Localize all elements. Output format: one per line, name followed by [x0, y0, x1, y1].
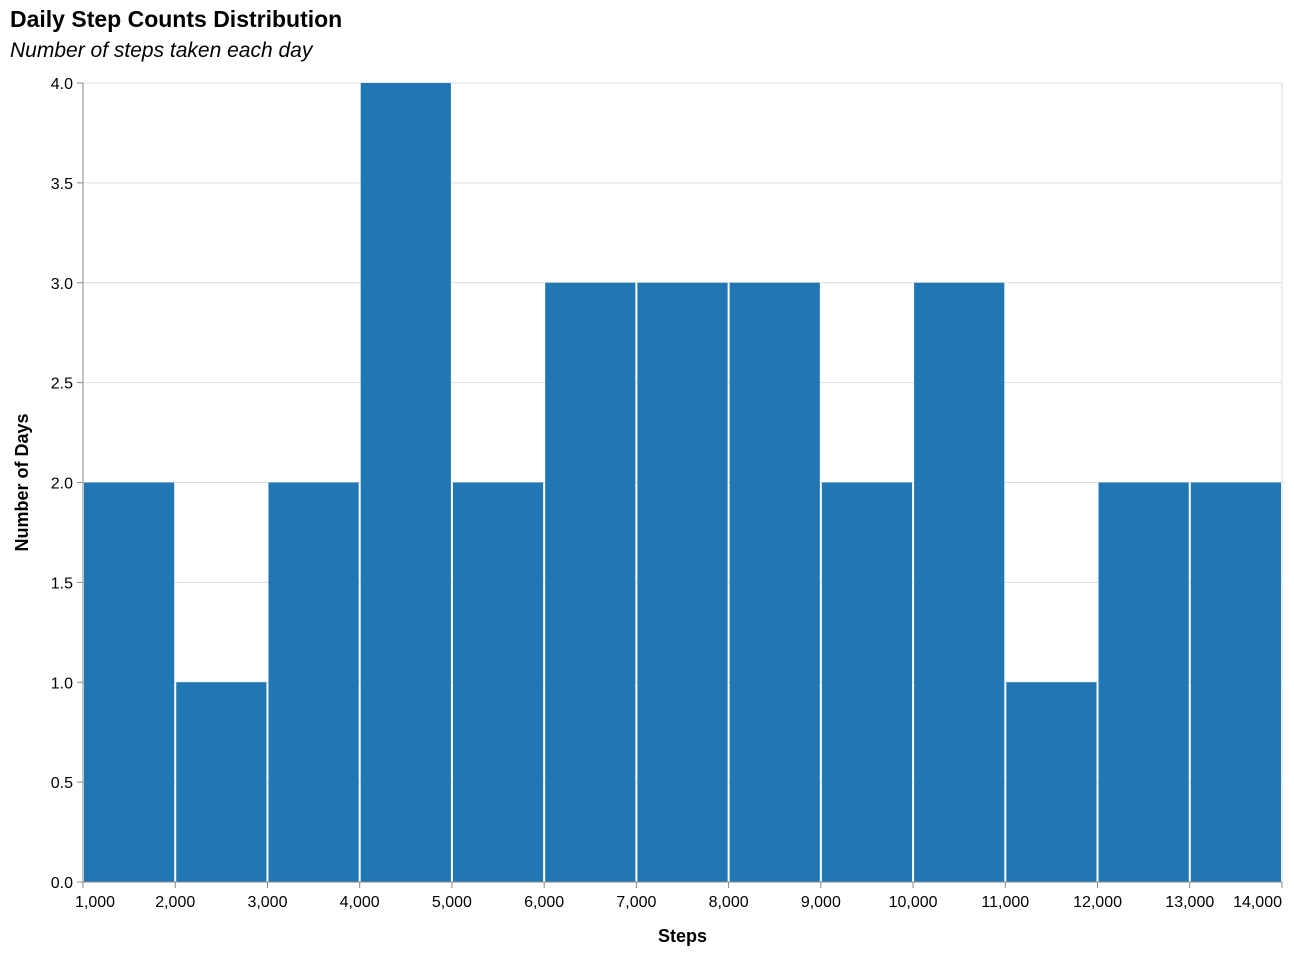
x-tick-label: 11,000 — [981, 894, 1029, 911]
x-tick-label: 8,000 — [709, 894, 749, 911]
x-tick-label: 9,000 — [801, 894, 841, 911]
histogram-bar — [1006, 682, 1097, 882]
y-tick-label: 1.0 — [51, 675, 73, 692]
y-tick-label: 3.5 — [51, 176, 73, 193]
x-tick-label: 3,000 — [247, 894, 287, 911]
bars — [84, 83, 1281, 882]
y-tick-label: 0.5 — [51, 775, 73, 792]
histogram-bar — [545, 282, 636, 882]
x-tick-label: 10,000 — [889, 894, 938, 911]
histogram-bar — [729, 282, 820, 882]
histogram-bar — [1098, 482, 1189, 882]
chart-subtitle: Number of steps taken each day — [10, 39, 313, 62]
x-tick-label: 2,000 — [155, 894, 195, 911]
histogram-bar — [452, 482, 544, 882]
x-tick-label: 12,000 — [1073, 894, 1122, 911]
y-tick-label: 0.0 — [51, 875, 73, 892]
x-tick-label: 14,000 — [1233, 894, 1282, 911]
histogram-bar — [176, 682, 267, 882]
axes: 1,000 2,000 3,000 4,000 5,000 6,000 7,000 8,000… — [51, 76, 1283, 911]
y-tick-label: 2.5 — [51, 376, 73, 393]
chart-title: Daily Step Counts Distribution — [10, 6, 343, 32]
y-axis-title: Number of Days — [12, 413, 32, 551]
x-tick-label: 6,000 — [524, 894, 564, 911]
y-tick-label: 3.0 — [51, 276, 73, 293]
x-tick-label: 4,000 — [340, 894, 380, 911]
histogram-bar — [637, 282, 728, 882]
x-tick-label: 1,000 — [75, 894, 115, 911]
y-tick-label: 1.5 — [51, 575, 73, 592]
x-tick-label: 13,000 — [1165, 894, 1214, 911]
x-tick-label: 5,000 — [432, 894, 472, 911]
histogram-bar — [360, 83, 451, 882]
y-tick-label: 4.0 — [51, 76, 73, 93]
histogram-bar — [1190, 482, 1281, 882]
histogram-bar — [268, 482, 359, 882]
histogram-bar — [914, 282, 1005, 882]
histogram-bar — [84, 482, 175, 882]
histogram-bar — [821, 482, 913, 882]
y-tick-label: 2.0 — [51, 476, 73, 493]
x-axis-title: Steps — [658, 926, 707, 946]
x-tick-label: 7,000 — [616, 894, 656, 911]
